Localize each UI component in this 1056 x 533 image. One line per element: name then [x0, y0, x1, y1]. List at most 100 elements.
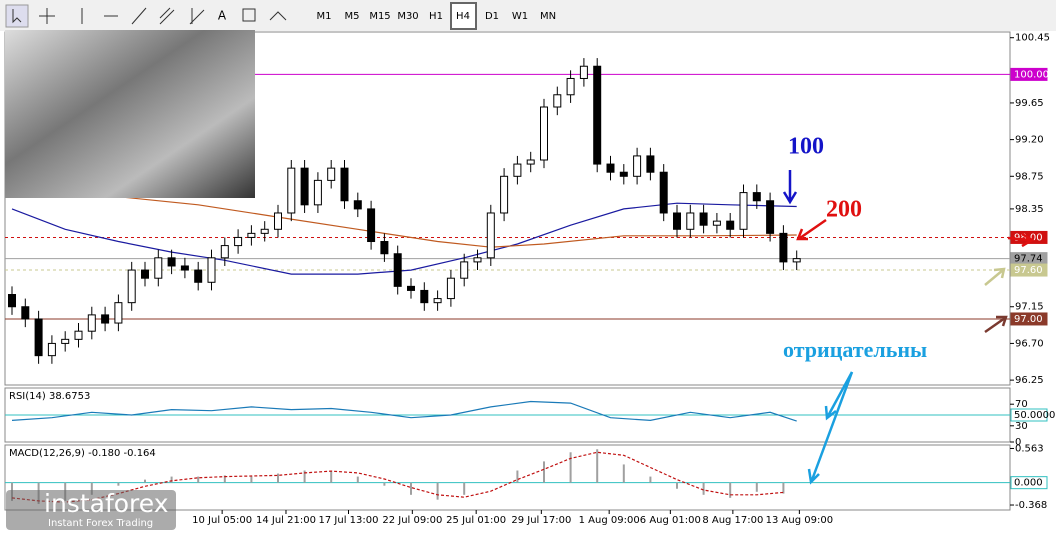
logo-name: instaforex [44, 489, 169, 518]
macd-bar [330, 470, 333, 483]
candle-body [8, 294, 16, 308]
candle-body [127, 269, 136, 304]
candle-body [420, 289, 429, 304]
candle-body [380, 241, 389, 255]
level-label: 97.60 [1014, 265, 1043, 276]
candle-body [367, 208, 376, 243]
x-tick-label: 17 Jul 13:00 [319, 515, 379, 526]
candle-body [47, 342, 56, 357]
candle-body [526, 159, 535, 165]
candle-body [340, 167, 349, 202]
candle-body [540, 106, 548, 161]
candle-body [712, 220, 721, 226]
candle-body [101, 314, 110, 324]
candle-body [87, 314, 96, 332]
candle-body [300, 167, 309, 206]
logo-tagline: Instant Forex Trading [48, 518, 153, 529]
y-tick-label: 30 [1015, 421, 1028, 432]
macd-bar [223, 475, 226, 483]
candle-body [220, 245, 229, 259]
rsi-line [11, 400, 797, 422]
candle-body [247, 232, 256, 238]
timeframe-button[interactable]: W1 [512, 11, 528, 22]
y-tick-label: 98.35 [1015, 204, 1044, 215]
y-tick-label: 98.75 [1015, 171, 1044, 182]
timeframe-button[interactable]: M15 [369, 11, 390, 22]
active-timeframe [450, 2, 477, 30]
candle-body [407, 285, 415, 291]
macd-bar [144, 479, 146, 483]
candle-body [114, 302, 123, 324]
y-tick-label: 96.70 [1015, 338, 1044, 349]
candle-body [619, 171, 628, 177]
y-tick-label: 97.15 [1015, 302, 1044, 313]
moving-average [11, 202, 797, 275]
timeframe-button[interactable]: H4 [456, 11, 470, 22]
indicator-title: RSI(14) 38.6753 [9, 391, 90, 402]
candle-body [553, 94, 562, 108]
macd-bar [463, 482, 466, 495]
svg-text:A: A [218, 9, 227, 23]
candle-body [180, 265, 189, 271]
candle-body [606, 163, 615, 173]
candle-body [699, 212, 708, 226]
candle-body [287, 167, 296, 214]
x-tick-label: 29 Jul 17:00 [511, 515, 571, 526]
x-tick-label: 1 Aug 09:00 [579, 515, 640, 526]
macd-bar [90, 482, 93, 495]
macd-signal [11, 451, 784, 503]
timeframe-button[interactable]: MN [540, 11, 556, 22]
candle-body [673, 212, 681, 230]
y-tick-label: 0 [1015, 437, 1021, 448]
candle-body [327, 167, 336, 181]
macd-bar [383, 482, 386, 486]
macd-bar [516, 470, 519, 483]
timeframe-button[interactable]: M5 [345, 11, 360, 22]
macd-bar [117, 482, 120, 486]
x-tick-label: 13 Aug 09:00 [766, 515, 833, 526]
x-tick-label: 25 Jul 01:00 [446, 515, 506, 526]
macd-bar [702, 482, 705, 495]
candle-body [579, 65, 588, 79]
candle-body [500, 175, 509, 214]
timeframe-button[interactable]: H1 [429, 11, 443, 22]
macd-bar [303, 470, 306, 483]
timeframe-button[interactable]: D1 [485, 11, 499, 22]
candle-body [566, 77, 575, 96]
macd-bar [543, 461, 545, 483]
candle-body [433, 298, 442, 304]
y-tick-label: 96.25 [1015, 375, 1044, 386]
candle-body [633, 155, 642, 177]
y-tick-label: 70 [1015, 399, 1028, 410]
x-tick-label: 10 Jul 05:00 [192, 515, 252, 526]
candle-body [473, 257, 482, 263]
candle-body [486, 212, 495, 259]
candle-body [353, 200, 362, 210]
tool-icons: A [5, 4, 287, 28]
candle-body [659, 171, 668, 214]
y-tick-label: 100.45 [1015, 33, 1050, 44]
macd-bar [410, 482, 412, 495]
level-label: 0.000 [1014, 478, 1043, 489]
candle-body [726, 220, 735, 230]
macd-bar [729, 482, 732, 498]
x-tick-label: 6 Aug 01:00 [640, 515, 701, 526]
macd-bar [676, 482, 678, 489]
x-tick-label: 14 Jul 21:00 [256, 515, 316, 526]
macd-bar [596, 449, 599, 483]
candle-body [739, 192, 748, 230]
candle-body [61, 338, 70, 344]
timeframe-button[interactable]: M1 [317, 11, 332, 22]
moving-average [118, 196, 797, 248]
level-label-box [1010, 476, 1048, 490]
macd-bar [277, 473, 279, 483]
macd-panel [4, 444, 1011, 511]
macd-bar [356, 476, 359, 483]
level-label: 100.00 [1014, 69, 1049, 80]
macd-bar [622, 464, 625, 483]
timeframe-button[interactable]: M30 [397, 11, 418, 22]
level-label-box [1010, 408, 1048, 422]
candle-body [393, 253, 402, 287]
macd-bar [569, 452, 572, 483]
